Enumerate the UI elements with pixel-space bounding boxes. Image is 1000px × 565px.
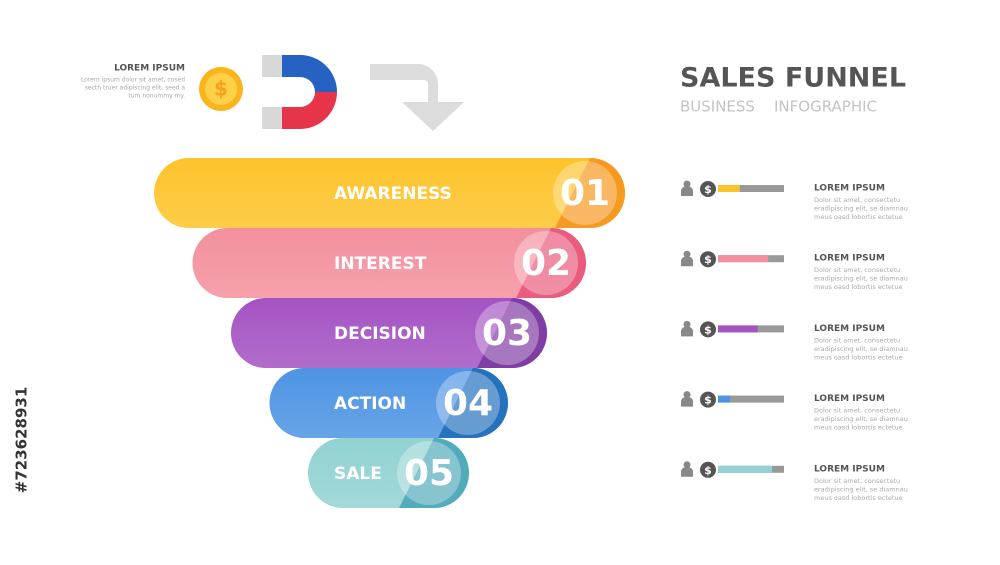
detail-text: meus oasd lobortis ectetue — [814, 494, 903, 502]
detail-text: eradipiscing elit, se diamnau — [814, 275, 908, 283]
arrow-icon — [370, 64, 464, 131]
dollar-icon — [700, 461, 716, 478]
funnel-stage — [231, 298, 547, 368]
dollar-icon — [700, 181, 716, 197]
stage-label: AWARENESS — [334, 184, 452, 204]
person-body — [681, 326, 693, 337]
detail-text: eradipiscing elit, se diamnau — [814, 345, 908, 353]
person-body — [681, 396, 693, 407]
person-head — [683, 180, 691, 188]
stage-number: 04 — [443, 383, 493, 424]
detail-heading: LOREM IPSUM — [814, 394, 885, 404]
title: SALES FUNNEL — [680, 63, 906, 94]
subtitle: BUSINESS — [680, 98, 755, 116]
detail-text: Dolor sit amet, consectetu — [814, 196, 900, 204]
progress-fill — [718, 325, 758, 333]
person-head — [683, 320, 691, 328]
stage-number: 05 — [404, 453, 454, 494]
stage-accent — [438, 368, 508, 438]
funnel-stage — [154, 158, 625, 228]
detail-text: eradipiscing elit, se diamnau — [814, 485, 908, 493]
intro-heading: LOREM IPSUM — [114, 64, 185, 74]
coin-icon: $ — [199, 67, 243, 111]
stage-label: ACTION — [334, 394, 406, 414]
number-circle — [553, 161, 617, 225]
detail-heading: LOREM IPSUM — [814, 464, 885, 474]
number-circle — [397, 441, 461, 505]
dollar-sign: $ — [704, 253, 712, 266]
person-head — [683, 391, 691, 399]
number-circle — [514, 231, 578, 295]
progress-fill — [718, 465, 773, 473]
detail-heading: LOREM IPSUM — [814, 254, 885, 264]
stage-label: SALE — [334, 464, 382, 484]
detail-text: eradipiscing elit, se diamnau — [814, 205, 908, 213]
person-body — [681, 186, 693, 196]
stage-accent — [555, 158, 625, 228]
progress-fill — [718, 255, 769, 263]
detail-heading: LOREM IPSUM — [814, 184, 885, 194]
stage-accent — [516, 228, 586, 298]
dollar-sign: $ — [704, 464, 712, 477]
dollar-sign: $ — [704, 394, 712, 407]
detail-text: meus oasd lobortis ectetue — [814, 213, 903, 221]
intro-text: secth truer adipiscing elit. seed a — [85, 85, 186, 92]
person-head — [683, 250, 691, 258]
progress-track — [718, 395, 784, 403]
dollar-icon — [700, 321, 716, 338]
stage-label: DECISION — [334, 324, 426, 344]
svg-text:$: $ — [214, 77, 228, 101]
person-body — [681, 256, 693, 267]
dollar-sign: $ — [704, 183, 712, 196]
detail-text: meus oasd lobortis ectetue — [814, 424, 903, 432]
stage-accent — [477, 298, 547, 368]
dollar-sign: $ — [704, 323, 712, 336]
magnet-icon — [262, 55, 337, 129]
person-body — [681, 466, 693, 477]
detail-text: meus oasd lobortis ectetue — [814, 353, 903, 361]
dollar-icon — [700, 391, 716, 408]
intro-text: tum nonummy my. — [128, 93, 185, 100]
progress-track — [718, 185, 784, 192]
person-head — [683, 461, 691, 469]
stage-number: 02 — [521, 243, 571, 284]
stage-accent — [399, 438, 469, 508]
detail-text: Dolor sit amet, consectetu — [814, 407, 900, 415]
stage-number: 01 — [560, 173, 610, 214]
progress-fill — [718, 185, 740, 192]
detail-text: eradipiscing elit, se diamnau — [814, 415, 908, 423]
dollar-icon — [700, 251, 716, 268]
stage-number: 03 — [482, 313, 532, 354]
number-circle — [475, 301, 539, 365]
detail-heading: LOREM IPSUM — [814, 324, 885, 334]
subtitle: INFOGRAPHIC — [774, 98, 877, 116]
detail-text: Dolor sit amet, consectetu — [814, 266, 900, 274]
progress-fill — [718, 395, 730, 403]
intro-text: Lorem ipsum dolor sit amet, cosed — [81, 77, 185, 84]
stage-label: INTEREST — [334, 254, 427, 274]
watermark-id: #723628931 — [13, 387, 31, 494]
funnel-stage — [192, 228, 586, 298]
detail-text: Dolor sit amet, consectetu — [814, 477, 900, 485]
detail-text: Dolor sit amet, consectetu — [814, 336, 900, 344]
detail-text: meus oasd lobortis ectetue — [814, 283, 903, 291]
number-circle — [436, 371, 500, 435]
